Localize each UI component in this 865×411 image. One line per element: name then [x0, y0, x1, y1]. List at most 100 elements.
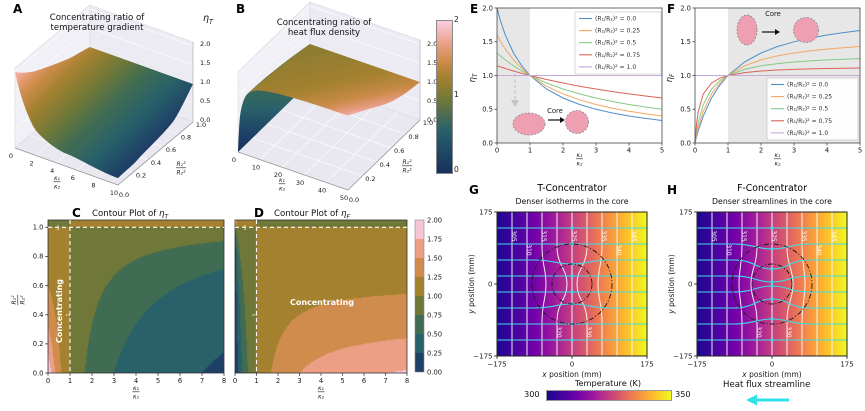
svg-text:0.6: 0.6 — [166, 146, 176, 154]
svg-text:5: 5 — [340, 377, 344, 385]
panel-b-title: Concentrating ratio of heat flux density — [276, 18, 372, 39]
svg-text:0: 0 — [688, 281, 692, 289]
svg-text:κ₂: κ₂ — [318, 394, 325, 401]
svg-text:R₁²: R₁² — [177, 161, 187, 168]
svg-text:1.0: 1.0 — [423, 119, 433, 127]
panel-d: D Contour Plot of ηF 1 1 0 1 2 3 4 5 6 7 8 κ₁ κ₂ Conc… — [230, 205, 409, 411]
svg-text:320: 320 — [755, 326, 762, 338]
svg-text:κ₁: κ₁ — [279, 177, 286, 184]
panel-c-title: Contour Plot of ηT — [92, 209, 169, 221]
panel-g-subtitle: Denser isotherms in the core — [515, 197, 629, 206]
svg-text:0.75: 0.75 — [427, 311, 442, 319]
svg-text:10: 10 — [252, 164, 260, 172]
svg-text:κ₂: κ₂ — [133, 394, 140, 401]
svg-text:0: 0 — [9, 152, 13, 160]
svg-text:10: 10 — [110, 189, 118, 197]
svg-text:−175: −175 — [673, 353, 692, 361]
svg-text:325: 325 — [770, 230, 777, 242]
svg-text:1.50: 1.50 — [427, 254, 442, 262]
svg-text:Concentrating: Concentrating — [290, 298, 354, 307]
svg-text:0: 0 — [570, 361, 574, 369]
svg-text:R₁²: R₁² — [403, 159, 413, 166]
svg-text:175: 175 — [640, 361, 653, 369]
svg-text:0.5: 0.5 — [482, 106, 493, 114]
svg-text:(R₁/R₂)² = 1.0: (R₁/R₂)² = 1.0 — [595, 64, 636, 71]
svg-text:1.0: 1.0 — [680, 72, 691, 80]
svg-text:6: 6 — [71, 174, 75, 182]
panel-h-overlay: 305 310 315 320 325 330 335 340 345 −175 0 175 175 0 −… — [667, 209, 854, 380]
svg-text:8: 8 — [91, 182, 95, 190]
svg-text:κ₂: κ₂ — [54, 184, 61, 191]
svg-text:1: 1 — [243, 225, 247, 231]
svg-text:3: 3 — [112, 377, 116, 385]
svg-text:2.0: 2.0 — [427, 40, 437, 48]
svg-text:1.75: 1.75 — [427, 235, 442, 243]
panel-e-plot: Core (R₁/R₂)² = 0.0 (R₁/R₂)² = 0.25 (R₁/R₂)… — [468, 4, 664, 167]
panel-a-zlabel: ηT — [203, 13, 214, 26]
svg-text:0: 0 — [693, 147, 697, 155]
colorbar-temperature-max: 350 — [675, 389, 691, 399]
svg-text:y position (mm): y position (mm) — [667, 254, 676, 314]
panel-f-plot: Core (R₁/R₂)² = 0.0 (R₁/R₂)² = 0.25 (R₁/R₂)… — [665, 4, 862, 167]
svg-text:−175: −175 — [473, 353, 492, 361]
svg-text:0.6: 0.6 — [394, 147, 404, 155]
svg-text:(R₁/R₂)² = 0.5: (R₁/R₂)² = 0.5 — [787, 106, 828, 113]
svg-text:5: 5 — [858, 147, 862, 155]
svg-text:0.0: 0.0 — [33, 369, 44, 377]
svg-text:0.8: 0.8 — [33, 253, 44, 261]
svg-text:1: 1 — [726, 147, 730, 155]
svg-text:305: 305 — [710, 230, 717, 242]
svg-text:340: 340 — [815, 244, 822, 256]
svg-text:175: 175 — [479, 209, 492, 217]
svg-text:(R₁/R₂)² = 0.0: (R₁/R₂)² = 0.0 — [787, 82, 828, 89]
svg-text:1: 1 — [253, 313, 259, 317]
svg-text:R₂²: R₂² — [177, 170, 187, 177]
svg-text:y position (mm): y position (mm) — [467, 254, 476, 314]
panel-f: F Core (R₁/R₂)² = 0.0 (R₁/R₂)² = 0.25 (R₁/R… — [660, 0, 865, 185]
svg-text:1.0: 1.0 — [427, 78, 437, 86]
svg-text:1.5: 1.5 — [200, 59, 210, 67]
panel-a-letter: A — [13, 2, 23, 16]
colorbar-temperature: Temperature (K) 300 350 — [518, 376, 718, 410]
svg-text:0.4: 0.4 — [380, 161, 390, 169]
svg-text:3: 3 — [792, 147, 796, 155]
svg-text:175: 175 — [840, 361, 853, 369]
panel-d-overlay: 1 1 0 1 2 3 4 5 6 7 8 κ₁ κ₂ Concentrating — [233, 219, 409, 401]
svg-text:0.2: 0.2 — [33, 340, 44, 348]
svg-text:x position (mm): x position (mm) — [541, 370, 601, 379]
svg-text:6: 6 — [362, 377, 366, 385]
panel-b: B Concentrating ratio of heat flux densi… — [228, 0, 437, 205]
panel-e: E Core (R₁/R₂)² = 0.0 (R₁/R₂)² = 0.25 (R₁/R… — [465, 0, 670, 185]
svg-text:ηF: ηF — [665, 73, 676, 82]
svg-text:340: 340 — [615, 244, 622, 256]
svg-text:0: 0 — [46, 377, 50, 385]
panel-c-letter: C — [72, 206, 81, 220]
svg-text:6: 6 — [178, 377, 182, 385]
svg-text:κ₁: κ₁ — [54, 175, 61, 182]
svg-text:2: 2 — [759, 147, 763, 155]
svg-text:1: 1 — [56, 225, 60, 231]
svg-text:Core: Core — [765, 10, 781, 18]
svg-text:345: 345 — [630, 230, 637, 242]
svg-text:x position (mm): x position (mm) — [741, 370, 801, 379]
svg-text:305: 305 — [510, 230, 517, 242]
panel-h-subtitle: Denser streamlines in the core — [712, 197, 832, 206]
svg-text:1: 1 — [66, 313, 72, 317]
svg-text:8: 8 — [405, 377, 409, 385]
svg-text:30: 30 — [296, 179, 304, 187]
svg-text:0: 0 — [770, 361, 774, 369]
svg-text:335: 335 — [600, 230, 607, 242]
svg-text:40: 40 — [318, 186, 326, 194]
svg-text:1.0: 1.0 — [200, 78, 210, 86]
svg-text:1: 1 — [528, 147, 532, 155]
svg-text:0: 0 — [233, 377, 237, 385]
panel-h: H F-Concentrator Denser streamlines in t… — [660, 180, 865, 380]
colorbar-contour: 2.00 1.75 1.50 1.25 1.00 0.75 0.50 0.25 0.00 — [408, 205, 470, 405]
svg-text:2: 2 — [561, 147, 565, 155]
colorbar-temperature-min: 300 — [524, 389, 540, 399]
svg-text:310: 310 — [725, 244, 732, 256]
svg-text:2.0: 2.0 — [482, 4, 493, 12]
svg-text:1.25: 1.25 — [427, 273, 442, 281]
